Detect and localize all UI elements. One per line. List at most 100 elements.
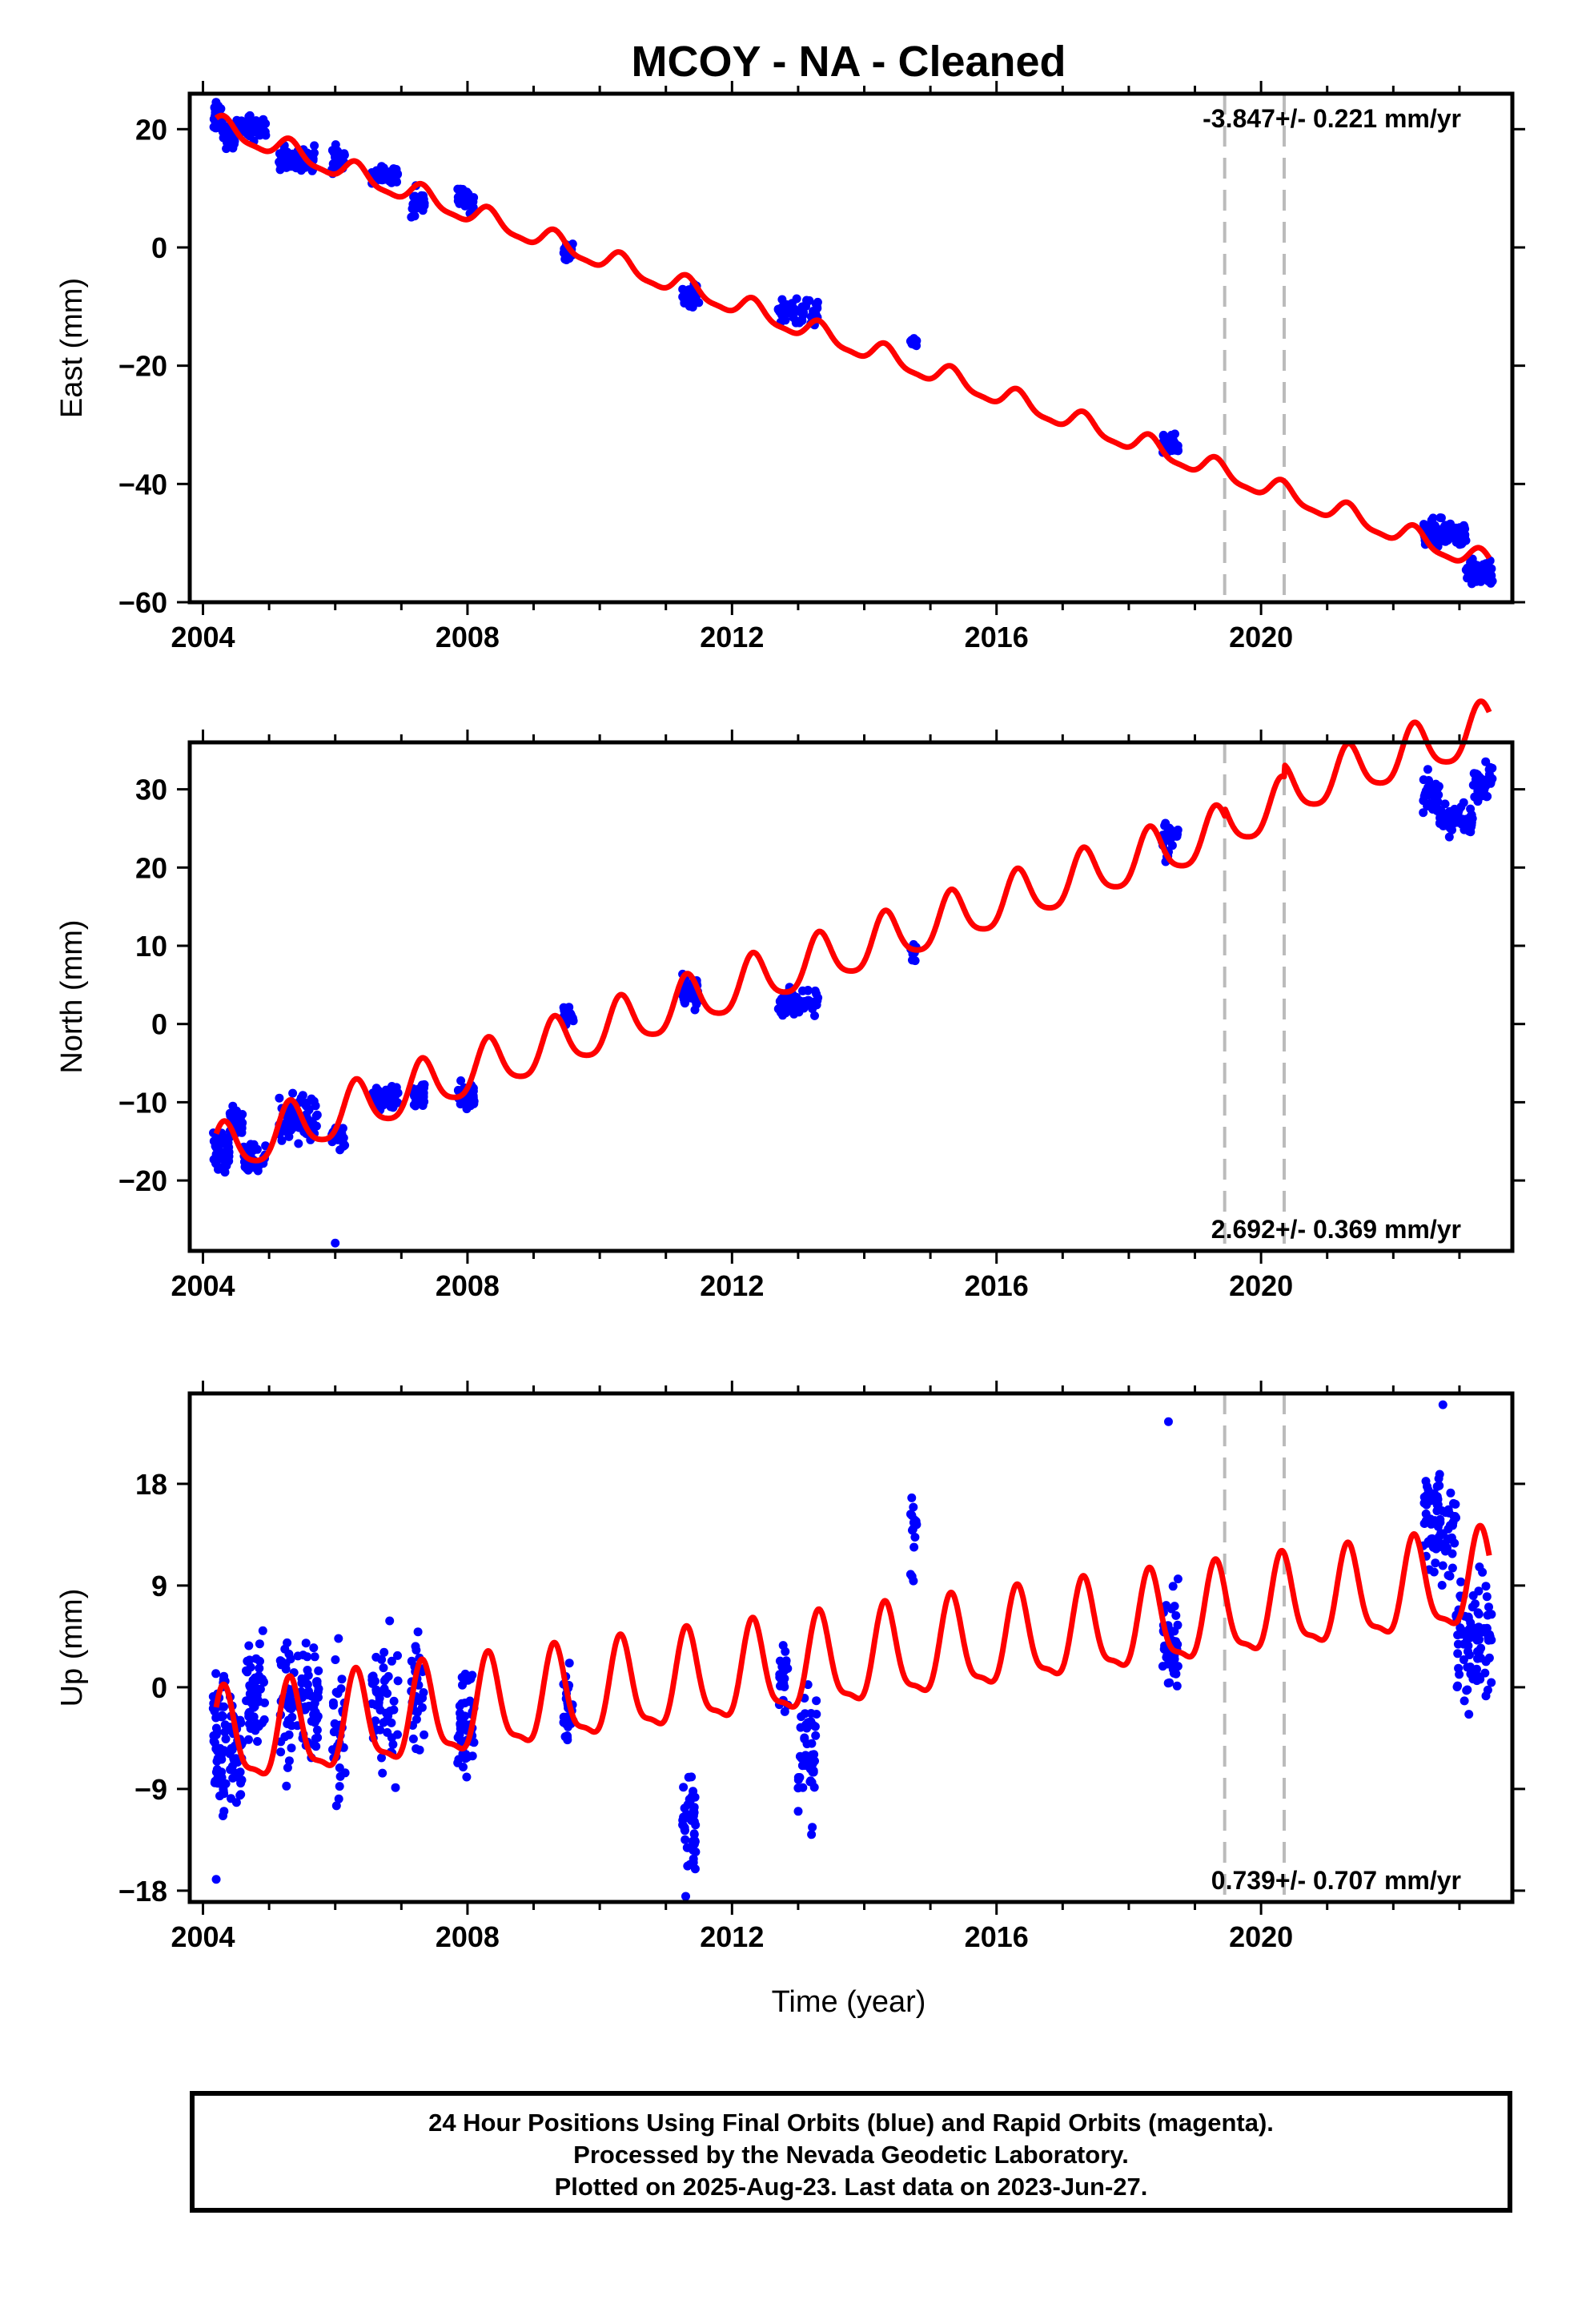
up-data-point xyxy=(1452,1513,1460,1522)
north-rate-annotation: 2.692+/- 0.369 mm/yr xyxy=(1211,1215,1461,1244)
up-data-point xyxy=(1431,1558,1440,1568)
up-data-point xyxy=(690,1839,699,1849)
up-data-point xyxy=(335,1782,344,1791)
up-outlier-point xyxy=(1163,1417,1173,1426)
up-data-point xyxy=(1481,1582,1491,1591)
east-data-point xyxy=(1452,537,1461,547)
up-data-point xyxy=(255,1639,264,1649)
north-data-point xyxy=(692,999,701,1009)
up-data-point xyxy=(387,1656,396,1666)
up-data-point xyxy=(1438,1561,1447,1570)
footer-line-processed: Processed by the Nevada Geodetic Laborat… xyxy=(573,2141,1129,2169)
up-data-point xyxy=(678,1815,688,1825)
up-data-point xyxy=(453,1733,463,1743)
north-data-point xyxy=(1467,810,1476,820)
north-data-point xyxy=(371,1094,381,1104)
up-data-point xyxy=(1478,1567,1488,1577)
up-data-point xyxy=(255,1663,264,1673)
east-data-point xyxy=(785,308,793,317)
up-data-point xyxy=(793,1775,803,1784)
north-data-point xyxy=(1434,782,1443,791)
east-data-point xyxy=(1434,534,1443,544)
up-data-point xyxy=(1447,1549,1457,1558)
north-data-point xyxy=(235,1125,244,1135)
up-data-point xyxy=(301,1638,311,1648)
north-data-point xyxy=(224,1148,234,1157)
up-data-point xyxy=(801,1751,810,1760)
y-tick-label-east: 20 xyxy=(135,113,167,146)
north-data-points xyxy=(209,757,1497,1248)
north-data-point xyxy=(420,1080,429,1089)
up-data-point xyxy=(1472,1676,1482,1686)
up-data-point xyxy=(909,1518,918,1527)
east-data-point xyxy=(295,159,305,168)
up-data-point xyxy=(1453,1630,1463,1640)
up-data-point xyxy=(780,1666,789,1675)
up-data-point xyxy=(215,1791,224,1801)
east-data-point xyxy=(210,103,219,112)
north-data-point xyxy=(803,995,813,1005)
up-data-point xyxy=(1472,1664,1481,1674)
up-data-point xyxy=(780,1707,789,1716)
up-data-point xyxy=(1166,1604,1176,1614)
y-tick-label-north: −20 xyxy=(118,1164,167,1197)
up-data-point xyxy=(331,1801,341,1811)
north-data-point xyxy=(389,1100,399,1110)
up-data-point xyxy=(1482,1592,1492,1602)
up-data-point xyxy=(1466,1618,1476,1627)
up-data-point xyxy=(258,1626,267,1635)
up-data-point xyxy=(219,1671,229,1681)
north-data-point xyxy=(1419,808,1428,818)
up-data-point xyxy=(213,1779,223,1788)
east-data-point xyxy=(219,127,228,137)
up-data-point xyxy=(1436,1529,1446,1538)
east-data-point xyxy=(245,111,255,120)
x-tick-label-up: 2008 xyxy=(436,1920,500,1953)
up-data-point xyxy=(809,1783,819,1792)
up-data-point xyxy=(683,1861,693,1871)
up-data-point xyxy=(227,1794,235,1803)
east-model-curve xyxy=(214,112,1492,564)
north-data-point xyxy=(294,1139,303,1148)
up-data-point xyxy=(458,1680,467,1690)
north-data-point xyxy=(1172,827,1182,836)
y-tick-label-north: −10 xyxy=(118,1086,167,1119)
x-tick-label-north: 2016 xyxy=(965,1269,1029,1302)
up-data-point xyxy=(212,1756,222,1766)
up-data-point xyxy=(1472,1635,1482,1645)
east-data-point xyxy=(258,121,267,131)
x-tick-label-east: 2008 xyxy=(436,621,500,653)
up-data-point xyxy=(283,1638,292,1647)
up-data-point xyxy=(806,1776,815,1786)
up-data-point xyxy=(1440,1546,1450,1556)
north-data-point xyxy=(1167,841,1177,850)
up-data-point xyxy=(1455,1670,1464,1679)
east-data-point xyxy=(811,300,821,309)
east-data-point xyxy=(244,131,253,139)
up-rate-annotation: 0.739+/- 0.707 mm/yr xyxy=(1211,1866,1461,1895)
up-data-point xyxy=(393,1651,402,1660)
up-data-point xyxy=(1429,1567,1439,1577)
x-tick-label-up: 2012 xyxy=(700,1920,764,1953)
up-data-point xyxy=(314,1693,323,1702)
east-data-point xyxy=(332,147,342,155)
up-data-point xyxy=(367,1672,377,1682)
east-data-point xyxy=(259,129,269,139)
up-data-point xyxy=(1453,1681,1463,1691)
up-data-point xyxy=(1443,1535,1452,1545)
y-tick-label-north: 20 xyxy=(135,851,167,884)
north-data-point xyxy=(1437,818,1447,827)
up-data-point xyxy=(337,1675,347,1684)
up-data-point xyxy=(367,1679,377,1688)
y-tick-label-east: −40 xyxy=(118,468,167,501)
up-data-point xyxy=(307,1691,316,1701)
east-data-point xyxy=(1473,565,1483,575)
up-data-point xyxy=(1487,1678,1496,1687)
up-data-point xyxy=(389,1696,399,1706)
up-data-point xyxy=(1172,1681,1182,1691)
up-data-point xyxy=(907,1572,917,1581)
up-data-point xyxy=(300,1675,310,1685)
up-data-point xyxy=(253,1695,263,1705)
up-data-point xyxy=(367,1699,376,1708)
